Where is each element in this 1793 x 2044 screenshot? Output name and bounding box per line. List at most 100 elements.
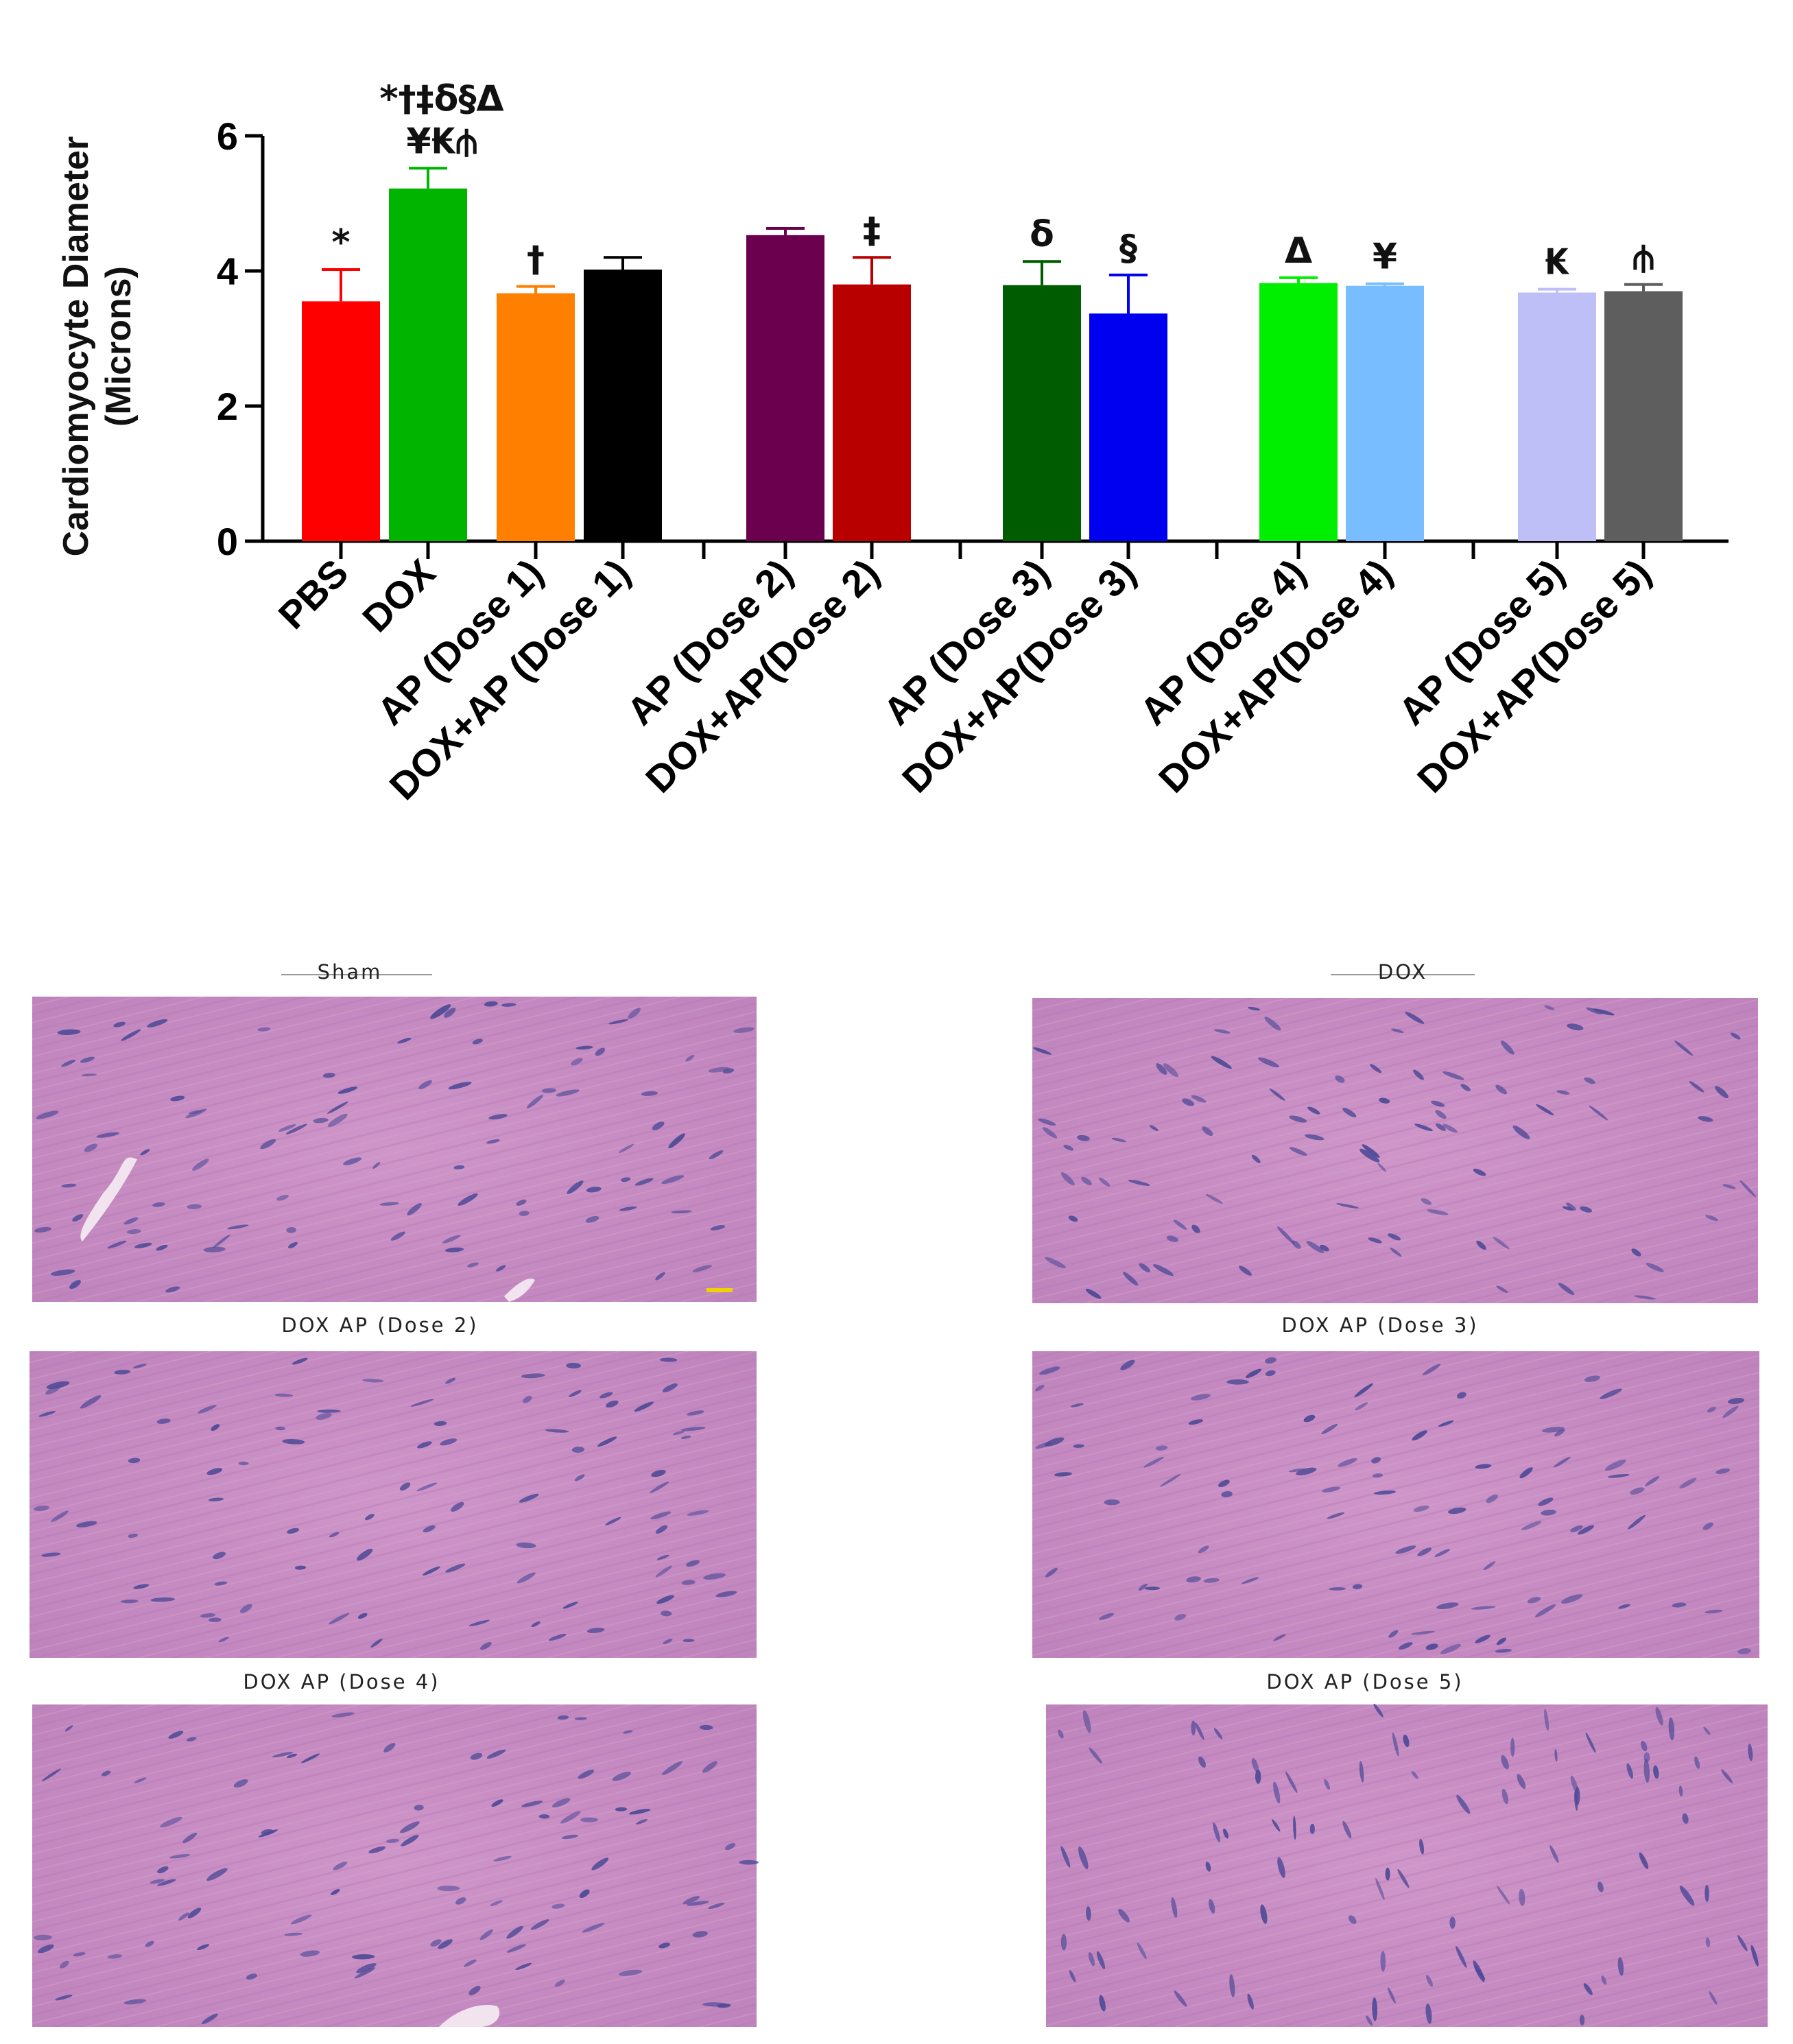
nucleus (725, 1842, 736, 1851)
nucleus (1307, 1106, 1320, 1115)
nucleus (81, 1073, 97, 1077)
nucleus (1645, 1475, 1660, 1486)
nucleus (213, 1552, 226, 1560)
nucleus (1377, 1163, 1386, 1172)
nucleus (1191, 1224, 1200, 1233)
nucleus (1042, 1127, 1058, 1139)
bar (1259, 283, 1338, 541)
nucleus (1438, 1420, 1454, 1427)
nucleus (1138, 1583, 1148, 1591)
nucleus (1099, 1995, 1106, 2012)
nucleus (1305, 1134, 1325, 1141)
nucleus (107, 1954, 123, 1959)
nucleus (493, 1855, 512, 1862)
nucleus (519, 1211, 530, 1216)
nucleus (238, 1461, 249, 1466)
nucleus (1143, 1456, 1165, 1468)
micrograph-dox-ap-dose-5: DOX AP (Dose 5) (1046, 1670, 1768, 2027)
nucleus (1631, 1248, 1641, 1257)
nucleus (203, 1246, 226, 1252)
nucleus (1336, 1203, 1359, 1209)
nucleus (1359, 1761, 1364, 1783)
nucleus (1679, 1886, 1695, 1906)
nucleus (618, 1143, 634, 1154)
nucleus (1342, 1108, 1357, 1118)
nucleus (440, 1438, 458, 1446)
nucleus (1086, 1906, 1091, 1921)
nucleus (1419, 1838, 1425, 1855)
nucleus (187, 1908, 202, 1918)
nucleus (370, 1638, 383, 1648)
nucleus (1694, 1756, 1700, 1769)
nucleus (84, 1143, 97, 1152)
nucleus (1241, 1577, 1259, 1584)
error-bars (322, 167, 1663, 314)
nucleus (1698, 1116, 1713, 1122)
nucleus (1578, 1525, 1595, 1535)
nucleus (152, 1202, 165, 1207)
nucleus (1560, 1594, 1583, 1604)
nucleus (1554, 1748, 1558, 1762)
nucleus (656, 1554, 669, 1560)
nucleus (586, 1187, 602, 1193)
nucleus (1618, 1604, 1630, 1609)
nucleus (591, 1857, 609, 1870)
nucleus (562, 1602, 578, 1609)
nucleus (1182, 1098, 1194, 1106)
nucleus (1060, 1846, 1071, 1868)
nucleus (51, 1510, 69, 1522)
nucleus (556, 1089, 580, 1097)
x-tick-label: PBS (270, 551, 357, 637)
nucleus (1387, 1987, 1396, 2004)
nucleus (538, 1814, 550, 1819)
nucleus (1655, 1707, 1663, 1726)
nucleus (1273, 1781, 1281, 1804)
nucleus (1436, 1602, 1459, 1610)
nucleus (1369, 1064, 1382, 1073)
nucleus (1191, 1095, 1207, 1103)
nucleus (275, 1426, 285, 1431)
nucleus (1583, 1983, 1593, 1995)
nucleus (417, 1441, 432, 1449)
nucleus (1549, 1845, 1559, 1864)
nucleus (123, 1217, 139, 1225)
nucleus (368, 1846, 385, 1854)
nucleus (1111, 1137, 1127, 1143)
nucleus (1709, 1991, 1718, 2005)
nucleus (1303, 1414, 1316, 1423)
nucleus (1483, 1561, 1496, 1571)
nucleus (1373, 1703, 1384, 1718)
nucleus (1715, 1468, 1731, 1474)
y-axis-title-line-2: (Microns) (99, 266, 139, 427)
nucleus (567, 1180, 584, 1194)
nucleus (1260, 1904, 1268, 1924)
nucleus (1153, 1264, 1174, 1276)
nucleus (451, 1501, 464, 1512)
nucleus (1476, 1240, 1486, 1250)
nucleus (1541, 1509, 1556, 1516)
nucleus (1442, 1124, 1458, 1133)
nucleus (1646, 1263, 1664, 1272)
nucleus (580, 1817, 598, 1822)
nucleus (272, 1752, 294, 1758)
nucleus (278, 1124, 296, 1132)
nucleus (107, 1240, 127, 1249)
nucleus (444, 1008, 456, 1018)
nucleus (1171, 1897, 1178, 1918)
nucleus (1705, 1215, 1718, 1221)
y-tick-label: 0 (217, 520, 238, 563)
significance-marker: § (1119, 228, 1137, 269)
nucleus (430, 1004, 451, 1019)
nucleus (132, 1364, 147, 1368)
nucleus (681, 1580, 696, 1585)
nucleus (257, 1027, 271, 1032)
nucleus (1248, 1006, 1261, 1011)
nucleus (1070, 1403, 1084, 1407)
nucleus (287, 1528, 300, 1534)
nucleus (1251, 1758, 1259, 1773)
micrograph-sham: Sham (32, 960, 757, 1302)
nucleus (1630, 1487, 1645, 1495)
vessel-lumen (439, 2005, 500, 2027)
nucleus (1601, 1975, 1607, 1985)
